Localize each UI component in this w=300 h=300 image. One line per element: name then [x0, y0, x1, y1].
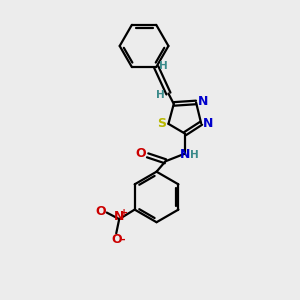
Text: H: H — [159, 61, 168, 70]
Text: N: N — [203, 117, 213, 130]
Text: N: N — [180, 148, 190, 161]
Text: O: O — [95, 205, 106, 218]
Text: N: N — [197, 95, 208, 108]
Text: N: N — [113, 210, 124, 223]
Text: H: H — [156, 90, 165, 100]
Text: H: H — [190, 150, 198, 160]
Text: O: O — [136, 147, 146, 160]
Text: S: S — [158, 117, 166, 130]
Text: +: + — [120, 208, 128, 218]
Text: O: O — [111, 233, 122, 246]
Text: -: - — [121, 235, 125, 245]
